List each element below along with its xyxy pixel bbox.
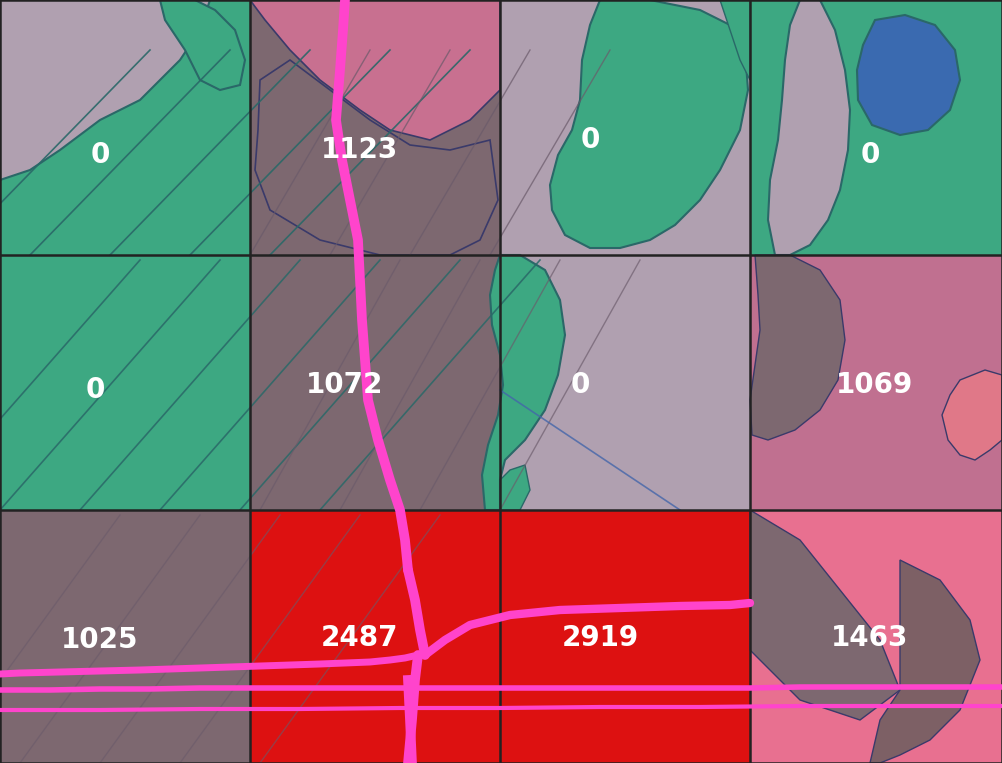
Text: 0: 0 — [90, 141, 109, 169]
Polygon shape — [482, 255, 565, 510]
Bar — [250, 510, 500, 763]
Text: 1072: 1072 — [307, 371, 384, 399]
Text: 2919: 2919 — [561, 624, 638, 652]
Bar — [750, 0, 1002, 255]
Polygon shape — [942, 370, 1002, 460]
Bar — [0, 510, 250, 763]
Polygon shape — [250, 0, 500, 140]
Bar — [0, 0, 250, 255]
Polygon shape — [500, 465, 530, 510]
Bar — [0, 255, 250, 510]
Polygon shape — [750, 510, 900, 720]
Polygon shape — [550, 0, 748, 248]
Text: 1123: 1123 — [322, 136, 399, 164]
Polygon shape — [768, 0, 850, 255]
Bar — [500, 255, 750, 510]
Text: 0: 0 — [570, 371, 590, 399]
Bar — [250, 255, 500, 510]
Text: 1025: 1025 — [61, 626, 138, 654]
Polygon shape — [870, 560, 980, 763]
Polygon shape — [0, 0, 210, 180]
Polygon shape — [160, 0, 245, 90]
Text: 0: 0 — [580, 126, 599, 154]
Bar — [750, 255, 1002, 510]
Polygon shape — [720, 0, 750, 80]
Bar — [500, 510, 750, 763]
Polygon shape — [857, 15, 960, 135]
Text: 1069: 1069 — [837, 371, 914, 399]
Bar — [750, 510, 1002, 763]
Polygon shape — [750, 255, 845, 440]
Text: 1463: 1463 — [832, 624, 909, 652]
Text: 0: 0 — [861, 141, 880, 169]
Bar — [500, 0, 750, 255]
Bar — [250, 0, 500, 255]
Text: 0: 0 — [85, 376, 104, 404]
Polygon shape — [255, 60, 498, 255]
Text: 2487: 2487 — [322, 624, 399, 652]
